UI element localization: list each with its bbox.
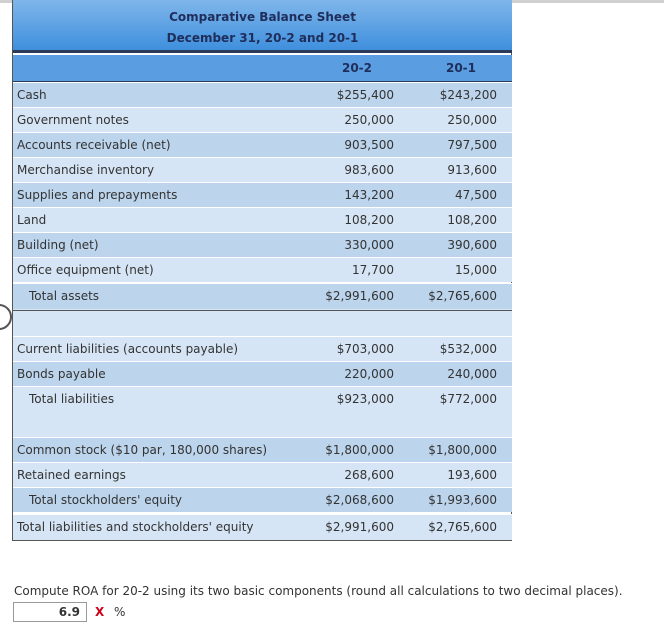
table-row: Accounts receivable (net) 903,500 797,500 (13, 132, 512, 157)
cell-value: $243,200 (439, 88, 497, 102)
row-label: Current liabilities (accounts payable) (17, 342, 239, 356)
row-label: Common stock ($10 par, 180,000 shares) (17, 443, 268, 457)
cell-value: $1,800,000 (325, 443, 394, 457)
title: Comparative Balance Sheet (169, 10, 356, 24)
table-row: Land 108,200 108,200 (13, 207, 512, 232)
cell-value: $703,000 (336, 342, 394, 356)
row-label: Office equipment (net) (17, 263, 154, 277)
column-header-row (13, 55, 512, 83)
cell-value: 240,000 (447, 367, 497, 381)
cell-value: 913,600 (447, 163, 497, 177)
cell-value: $772,000 (439, 392, 497, 406)
cell-value: 17,700 (352, 263, 394, 277)
table-row: Supplies and prepayments 143,200 47,500 (13, 182, 512, 207)
table-row: Total liabilities $923,000 $772,000 (13, 386, 512, 411)
column-header: 20-1 (445, 61, 477, 75)
cell-value: 983,600 (344, 163, 394, 177)
cell-value: 250,000 (447, 113, 497, 127)
table-row: Total liabilities and stockholders' equi… (13, 514, 512, 540)
table-row: Building (net) 330,000 390,600 (13, 232, 512, 257)
cell-value: $1,993,600 (428, 493, 497, 507)
row-label: Retained earnings (17, 468, 126, 482)
cell-value: $2,068,600 (325, 493, 394, 507)
cell-value: $532,000 (439, 342, 497, 356)
row-label: Merchandise inventory (17, 163, 155, 177)
table-row: Merchandise inventory 983,600 913,600 (13, 157, 512, 182)
cell-value: 268,600 (344, 468, 394, 482)
prompt: Compute ROA for 20-2 using its two basic… (14, 584, 623, 598)
row-label: Cash (17, 88, 47, 102)
cell-value: 220,000 (344, 367, 394, 381)
row-label: Government notes (17, 113, 129, 127)
table-header (13, 0, 512, 50)
cell-value: 390,600 (447, 238, 497, 252)
blank-row (13, 411, 512, 437)
cell-value: $1,800,000 (428, 443, 497, 457)
table-row: Total stockholders' equity $2,068,600 $1,9… (13, 487, 512, 512)
unit: % (114, 605, 126, 619)
cell-value: 47,500 (455, 188, 497, 202)
cell-value: 797,500 (447, 138, 497, 152)
cell-value: 108,200 (344, 213, 394, 227)
cell-value: 15,000 (455, 263, 497, 277)
blank-row (13, 309, 512, 336)
wrong-mark: X (95, 605, 105, 619)
cell-value: 250,000 (344, 113, 394, 127)
row-label: Accounts receivable (net) (17, 138, 171, 152)
cell-value: $255,400 (336, 88, 394, 102)
rule (13, 50, 512, 53)
row-label: Total stockholders' equity (29, 493, 183, 507)
table-row: Total assets $2,991,600 $2,765,600 (13, 283, 512, 309)
cell-value: 108,200 (447, 213, 497, 227)
cell-value: $2,765,600 (428, 289, 497, 303)
subtitle: December 31, 20-2 and 20-1 (166, 31, 359, 45)
cell-value: $923,000 (336, 392, 394, 406)
table-row: Government notes 250,000 250,000 (13, 107, 512, 132)
row-label: Building (net) (17, 238, 99, 252)
cell-value: $2,765,600 (428, 520, 497, 534)
cell-value: 330,000 (344, 238, 394, 252)
answer-input[interactable]: 6.9 (13, 602, 87, 622)
row-label: Supplies and prepayments (17, 188, 178, 202)
cell-value: 903,500 (344, 138, 394, 152)
row-label: Total liabilities (29, 392, 115, 406)
table-row: Office equipment (net) 17,700 15,000 (13, 257, 512, 282)
cell-value: $2,991,600 (325, 289, 394, 303)
side-icon (0, 304, 12, 330)
cell-value: 193,600 (447, 468, 497, 482)
table-row: Bonds payable 220,000 240,000 (13, 361, 512, 386)
column-header: 20-2 (341, 61, 373, 75)
table-row: Retained earnings 268,600 193,600 (13, 462, 512, 487)
row-label: Total assets (29, 289, 100, 303)
row-label: Bonds payable (17, 367, 106, 381)
row-label: Land (17, 213, 47, 227)
table-row: Current liabilities (accounts payable) $7… (13, 336, 512, 361)
cell-value: 143,200 (344, 188, 394, 202)
table-row: Cash $255,400 $243,200 (13, 82, 512, 107)
row-label: Total liabilities and stockholders' equi… (17, 520, 254, 534)
cell-value: $2,991,600 (325, 520, 394, 534)
table-row: Common stock ($10 par, 180,000 shares) $1… (13, 437, 512, 462)
